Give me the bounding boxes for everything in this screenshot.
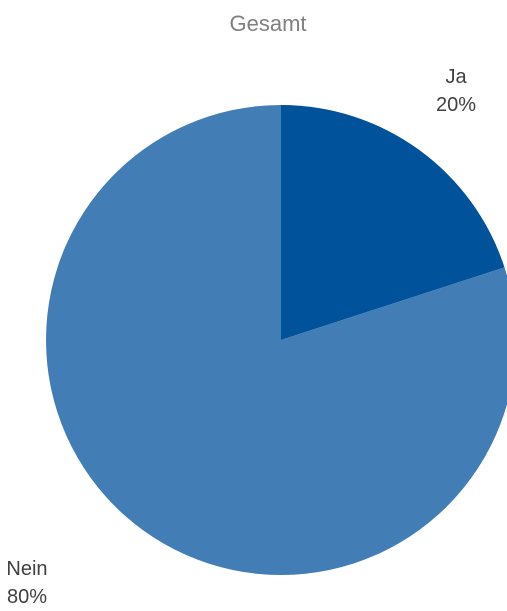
- pie-slice-ja: [281, 105, 505, 340]
- slice-label-nein: Nein 80%: [6, 558, 47, 608]
- pie-slice-nein: [46, 105, 507, 575]
- chart-title: Gesamt: [229, 11, 306, 36]
- slice-label-ja: Ja 20%: [436, 66, 476, 116]
- slice-label-ja-percent: 20%: [436, 94, 476, 116]
- slice-label-nein-name: Nein: [6, 558, 47, 580]
- slice-label-ja-name: Ja: [445, 66, 467, 88]
- pie-slices: [46, 105, 507, 575]
- slice-label-nein-percent: 80%: [7, 586, 47, 608]
